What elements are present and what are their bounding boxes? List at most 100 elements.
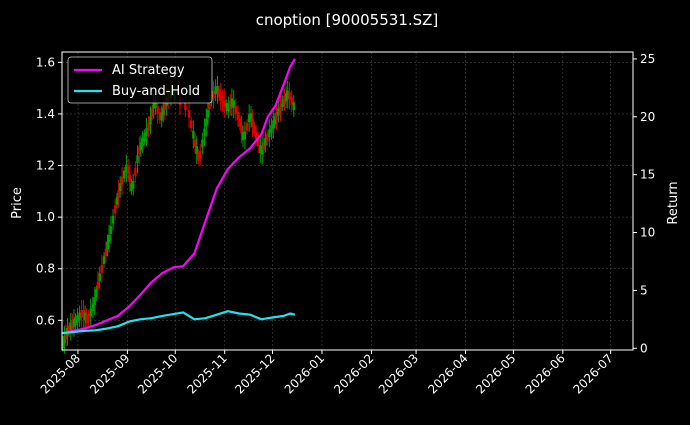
candle-body bbox=[283, 95, 286, 104]
candle-body bbox=[241, 132, 245, 141]
candle-body bbox=[284, 93, 288, 102]
series-line-ai-strategy bbox=[61, 58, 296, 335]
x-tick-label: 2026-04 bbox=[425, 351, 470, 396]
candle-body bbox=[156, 106, 159, 114]
candle-body bbox=[111, 215, 115, 224]
x-tick-label: 2025-08 bbox=[38, 351, 83, 396]
x-tick-label: 2026-05 bbox=[473, 351, 518, 396]
candle-body bbox=[206, 110, 210, 118]
candle-body bbox=[189, 120, 193, 129]
legend-box bbox=[67, 56, 213, 104]
candle-body bbox=[162, 107, 165, 116]
candle-body bbox=[132, 181, 135, 189]
candle-body bbox=[145, 128, 148, 136]
candle-body bbox=[268, 129, 271, 138]
x-tick-label: 2025-09 bbox=[87, 351, 132, 396]
candle-body bbox=[78, 312, 81, 321]
candle-body bbox=[192, 130, 195, 139]
y-tick-label: 0.6 bbox=[36, 313, 55, 327]
candle-body bbox=[201, 139, 204, 148]
candle-body bbox=[240, 125, 243, 134]
x-tick-label: 2026-02 bbox=[331, 351, 376, 396]
y-axis-label: Price bbox=[10, 187, 25, 219]
candle-body bbox=[74, 317, 77, 326]
plot-frame bbox=[61, 51, 634, 351]
candle-body bbox=[232, 100, 235, 108]
candle-body bbox=[254, 131, 258, 140]
candle-body bbox=[96, 281, 100, 290]
candle-body bbox=[214, 86, 217, 95]
candle-body bbox=[141, 138, 144, 146]
candle-body bbox=[115, 196, 119, 205]
candle-body bbox=[154, 100, 157, 108]
candle-body bbox=[266, 133, 269, 142]
candle-body bbox=[104, 248, 108, 257]
candle-body bbox=[89, 308, 92, 317]
candle-body bbox=[76, 315, 79, 323]
candle-body bbox=[225, 103, 229, 111]
candle-body bbox=[61, 340, 64, 348]
candle-body bbox=[273, 116, 277, 125]
y2-tick-label: 15 bbox=[640, 168, 655, 182]
candle-body bbox=[128, 174, 131, 183]
y-tick-label: 1.0 bbox=[36, 210, 55, 224]
candle-body bbox=[216, 85, 219, 94]
y2-tick-label: 10 bbox=[640, 226, 655, 240]
candle-body bbox=[130, 183, 133, 191]
candle-body bbox=[262, 142, 265, 151]
candle-body bbox=[109, 226, 113, 234]
chart-title: cnoption [90005531.SZ] bbox=[256, 11, 439, 29]
candle-body bbox=[275, 112, 278, 120]
candle-body bbox=[72, 319, 76, 327]
candle-body bbox=[158, 112, 162, 120]
candle-body bbox=[64, 331, 68, 340]
candle-body bbox=[288, 91, 291, 100]
candle-body bbox=[251, 119, 254, 127]
candle-body bbox=[91, 303, 95, 312]
candle-body bbox=[98, 273, 101, 282]
y-tick-label: 1.2 bbox=[36, 159, 55, 173]
y-tick-label: 0.8 bbox=[36, 262, 55, 276]
candle-body bbox=[203, 128, 206, 137]
candle-body bbox=[85, 315, 88, 323]
candle-body bbox=[205, 118, 208, 127]
legend-label: Buy-and-Hold bbox=[112, 84, 200, 99]
x-tick-label: 2026-01 bbox=[282, 351, 327, 396]
candle-body bbox=[229, 101, 232, 109]
candle-body bbox=[95, 289, 98, 298]
candle-body bbox=[221, 96, 224, 105]
candles bbox=[61, 75, 296, 354]
x-tick-label: 2025-12 bbox=[232, 351, 277, 396]
candle-body bbox=[147, 122, 150, 131]
candle-body bbox=[160, 112, 163, 121]
candle-body bbox=[270, 125, 273, 133]
candle-body bbox=[243, 131, 247, 140]
candle-body bbox=[163, 102, 167, 111]
candle-body bbox=[245, 122, 249, 131]
candle-body bbox=[236, 112, 240, 120]
candle-body bbox=[238, 118, 242, 127]
candle-body bbox=[125, 164, 128, 173]
candle-body bbox=[208, 101, 211, 110]
legend-label: AI Strategy bbox=[112, 63, 185, 78]
y2-tick-label: 20 bbox=[640, 110, 655, 124]
candle-body bbox=[219, 92, 222, 101]
candle-body bbox=[119, 183, 122, 191]
grid bbox=[62, 52, 633, 350]
candle-body bbox=[106, 241, 109, 250]
candle-body bbox=[117, 190, 120, 198]
candle-body bbox=[71, 320, 74, 329]
series-line-buy-and-hold bbox=[61, 310, 296, 335]
candle-body bbox=[63, 335, 66, 344]
candle-body bbox=[138, 146, 141, 155]
candle-body bbox=[277, 107, 280, 116]
candle-body bbox=[113, 205, 117, 214]
candle-body bbox=[227, 103, 230, 112]
candle-body bbox=[93, 297, 96, 305]
candle-body bbox=[120, 176, 124, 185]
legend: AI Strategy Buy-and-Hold bbox=[67, 56, 213, 104]
y-tick-label: 1.6 bbox=[36, 55, 55, 69]
